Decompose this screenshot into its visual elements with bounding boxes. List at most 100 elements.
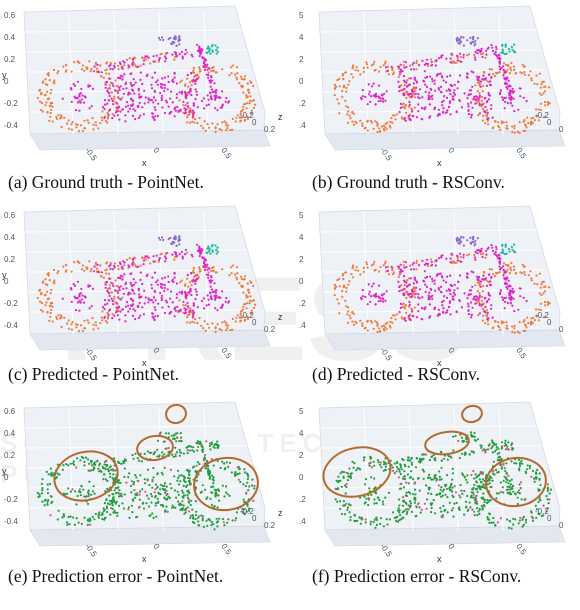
caption-a: (a) Ground truth - PointNet. bbox=[8, 172, 204, 192]
y-tick-label: .4 bbox=[299, 121, 306, 130]
y-tick-label: 4 bbox=[299, 429, 304, 438]
y-tick-label: 2 bbox=[299, 451, 304, 460]
x-tick-label: 0.5 bbox=[514, 146, 528, 161]
y-tick-label: 0 bbox=[299, 473, 304, 482]
caption-d: (d) Predicted - RSConv. bbox=[312, 364, 481, 384]
y-tick-label: 2 bbox=[299, 55, 304, 64]
y-tick-label: 0.4 bbox=[4, 429, 16, 438]
error-marker-ellipse bbox=[424, 430, 470, 456]
x-tick-label: 0.5 bbox=[219, 542, 233, 557]
y-tick-label: .4 bbox=[299, 517, 306, 526]
z-tick-label: -0.2 bbox=[240, 311, 254, 320]
y-tick-label: 0 bbox=[299, 277, 304, 286]
y-tick-label: 0.6 bbox=[4, 211, 16, 220]
x-tick-label: 0.5 bbox=[514, 346, 528, 361]
figure-panel-c: 0.6 0.4 0.2 0 -0.2 -0.4 -0.5 0 0.5 -0.2 0 0.2 x y z bbox=[0, 200, 285, 403]
y-tick-label: 0.4 bbox=[4, 33, 16, 42]
z-axis-label: z bbox=[278, 508, 283, 518]
y-tick-label: -0.4 bbox=[4, 321, 18, 330]
error-marker-ellipse bbox=[165, 403, 187, 425]
z-tick-label: 0 bbox=[252, 118, 257, 127]
y-tick-label: -0.2 bbox=[4, 99, 18, 108]
z-tick-label: 0 bbox=[547, 514, 552, 523]
x-tick-label: 0 bbox=[446, 542, 456, 551]
z-axis-label: z bbox=[278, 112, 283, 122]
y-tick-label: 5 bbox=[299, 407, 304, 416]
z-tick-label: 0.2 bbox=[264, 325, 276, 334]
y-tick-label: 0 bbox=[4, 277, 9, 286]
y-tick-label: 0 bbox=[4, 77, 9, 86]
y-tick-label: 5 bbox=[299, 11, 304, 20]
x-axis-label: x bbox=[437, 358, 442, 368]
caption-f: (f) Prediction error - RSConv. bbox=[312, 566, 522, 586]
z-tick-label: -0.2 bbox=[240, 111, 254, 120]
error-marker-ellipse bbox=[461, 404, 483, 424]
z-tick-label: 0.2 bbox=[264, 125, 276, 134]
y-tick-label: 0.6 bbox=[4, 11, 16, 20]
z-tick-label: 0 bbox=[559, 521, 564, 530]
z-axis-label: z bbox=[278, 312, 283, 322]
y-axis-label: y bbox=[2, 270, 7, 280]
z-tick-label: -0.2 bbox=[535, 111, 549, 120]
y-tick-label: -0.4 bbox=[4, 517, 18, 526]
x-tick-label: 0 bbox=[446, 346, 456, 355]
y-tick-label: -0.2 bbox=[4, 495, 18, 504]
y-tick-label: .2 bbox=[299, 495, 306, 504]
y-tick-label: 0.2 bbox=[4, 55, 16, 64]
figure-panel-d: 5 4 2 0.2.4 -0.5 0 0.5 -0.2 0 0 x bbox=[295, 200, 580, 403]
x-axis-label: x bbox=[437, 554, 442, 564]
y-tick-label: -0.2 bbox=[4, 299, 18, 308]
figure-panel-a: 0.6 0.4 0.2 0 -0.2 -0.4 -0.5 0 0.5 -0.2 0 0.2 x y z bbox=[0, 0, 285, 203]
y-tick-label: 2 bbox=[299, 255, 304, 264]
y-tick-label: .2 bbox=[299, 99, 306, 108]
caption-e: (e) Prediction error - PointNet. bbox=[8, 566, 224, 586]
caption-c: (c) Predicted - PointNet. bbox=[8, 364, 180, 384]
x-axis-label: x bbox=[142, 358, 147, 368]
caption-b: (b) Ground truth - RSConv. bbox=[312, 172, 505, 192]
error-marker-ellipse bbox=[485, 456, 547, 508]
y-tick-label: 4 bbox=[299, 233, 304, 242]
figure-panel-b: 5 4 2 0.2.4 -0.5 0 0.5 -0.2 0 0 x bbox=[295, 0, 580, 203]
figure-panel-f: 5 4 2 0.2.4 -0.5 0 0.5 -0.2 0 0 x bbox=[295, 396, 580, 599]
y-axis-label: y bbox=[2, 466, 7, 476]
y-tick-label: 0.2 bbox=[4, 255, 16, 264]
error-marker-ellipse bbox=[193, 456, 259, 512]
y-tick-label: 0 bbox=[4, 473, 9, 482]
x-tick-label: 0 bbox=[151, 542, 161, 551]
error-marker-ellipse bbox=[136, 434, 174, 462]
error-marker-ellipse bbox=[322, 446, 392, 498]
y-tick-label: 0.4 bbox=[4, 233, 16, 242]
z-tick-label: 0 bbox=[252, 318, 257, 327]
z-tick-label: 0.2 bbox=[264, 521, 276, 530]
x-axis-label: x bbox=[142, 554, 147, 564]
z-tick-label: 0 bbox=[559, 125, 564, 134]
y-tick-label: 0.6 bbox=[4, 407, 16, 416]
y-tick-label: -0.4 bbox=[4, 121, 18, 130]
x-tick-label: 0.5 bbox=[219, 346, 233, 361]
x-tick-label: 0 bbox=[446, 146, 456, 155]
z-tick-label: -0.2 bbox=[535, 507, 549, 516]
x-tick-label: 0.5 bbox=[219, 146, 233, 161]
y-tick-label: 0 bbox=[299, 77, 304, 86]
y-tick-label: .2 bbox=[299, 299, 306, 308]
z-tick-label: 0 bbox=[559, 325, 564, 334]
error-marker-ellipse bbox=[53, 450, 119, 502]
x-axis-label: x bbox=[437, 158, 442, 168]
y-tick-label: .4 bbox=[299, 321, 306, 330]
z-tick-label: -0.2 bbox=[240, 507, 254, 516]
figure-panel-e: 0.6 0.4 0.2 0 -0.2 -0.4 -0.5 0 0.5 -0.2 0 0.2 x y z bbox=[0, 396, 285, 599]
x-tick-label: 0.5 bbox=[514, 542, 528, 557]
y-tick-label: 0.2 bbox=[4, 451, 16, 460]
z-tick-label: 0 bbox=[252, 514, 257, 523]
y-tick-label: 4 bbox=[299, 33, 304, 42]
x-axis-label: x bbox=[142, 158, 147, 168]
y-axis-label: y bbox=[2, 70, 7, 80]
x-tick-label: 0 bbox=[151, 146, 161, 155]
y-tick-label: 5 bbox=[299, 211, 304, 220]
x-tick-label: 0 bbox=[151, 346, 161, 355]
